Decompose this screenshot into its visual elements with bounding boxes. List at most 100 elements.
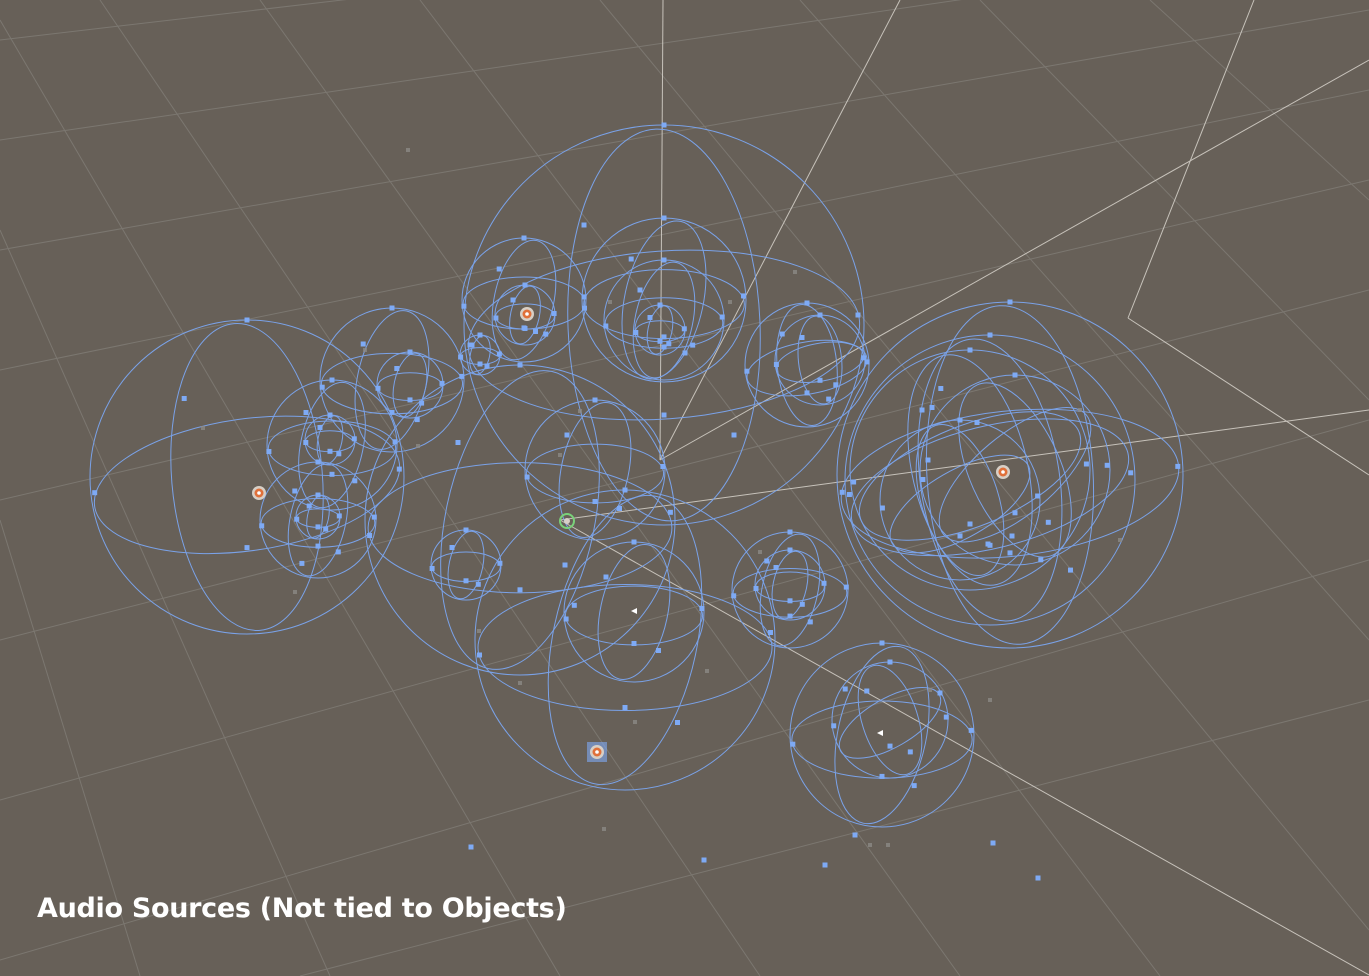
gizmo-handle[interactable]: [592, 397, 598, 403]
gizmo-handle[interactable]: [571, 602, 577, 608]
gizmo-handle[interactable]: [879, 640, 885, 646]
gizmo-handle[interactable]: [315, 524, 321, 530]
gizmo-handle[interactable]: [864, 359, 870, 365]
gizmo-handle[interactable]: [306, 503, 312, 509]
gizmo-handle[interactable]: [842, 686, 848, 692]
gizmo-handle[interactable]: [484, 363, 490, 369]
gizmo-handle[interactable]: [937, 690, 943, 696]
gizmo-handle[interactable]: [592, 499, 598, 504]
gizmo-handle[interactable]: [661, 122, 667, 128]
gizmo-handle[interactable]: [336, 513, 342, 519]
gizmo-handle[interactable]: [521, 235, 527, 241]
gizmo-handle[interactable]: [496, 266, 502, 272]
gizmo-handle[interactable]: [603, 323, 609, 329]
gizmo-handle[interactable]: [911, 783, 917, 789]
gizmo-handle[interactable]: [581, 222, 587, 228]
gizmo-handle[interactable]: [907, 749, 913, 755]
selected-audio-source-icon[interactable]: [559, 513, 575, 529]
gizmo-handle[interactable]: [773, 565, 779, 570]
audio-range-gizmos[interactable]: [85, 124, 1186, 832]
gizmo-handle[interactable]: [367, 533, 373, 538]
gizmo-handles[interactable]: [92, 122, 1181, 881]
gizmo-handle[interactable]: [581, 294, 587, 300]
gizmo-handle[interactable]: [657, 302, 663, 308]
gizmo-handle[interactable]: [463, 527, 469, 533]
gizmo-handle[interactable]: [459, 373, 465, 379]
gizmo-handle[interactable]: [533, 329, 538, 334]
gizmo-handle[interactable]: [967, 347, 973, 353]
gizmo-handle[interactable]: [929, 405, 935, 410]
gizmo-handle[interactable]: [1083, 461, 1089, 467]
gizmo-handle[interactable]: [675, 720, 680, 725]
gizmo-handle[interactable]: [375, 385, 381, 391]
gizmo-handle[interactable]: [719, 314, 725, 320]
gizmo-handle[interactable]: [303, 440, 309, 445]
gizmo-handle[interactable]: [666, 341, 672, 347]
gizmo-handle[interactable]: [799, 601, 805, 607]
gizmo-handle[interactable]: [1104, 462, 1110, 468]
gizmo-handle[interactable]: [1128, 470, 1134, 476]
gizmo-handle[interactable]: [458, 354, 464, 360]
gizmo-handle[interactable]: [603, 574, 609, 580]
gizmo-handle[interactable]: [667, 509, 673, 515]
gizmo-handle[interactable]: [744, 368, 750, 374]
gizmo-handle[interactable]: [967, 521, 973, 527]
gizmo-handle[interactable]: [919, 407, 925, 413]
gizmo-handle[interactable]: [319, 384, 325, 390]
gizmo-handle[interactable]: [804, 390, 810, 396]
gizmo-handle[interactable]: [622, 705, 628, 710]
gizmo-handle[interactable]: [259, 523, 265, 529]
gizmo-handle[interactable]: [741, 293, 746, 299]
gizmo-handle[interactable]: [1038, 557, 1044, 563]
gizmo-handle[interactable]: [329, 471, 335, 477]
gizmo-handle[interactable]: [617, 506, 622, 511]
gizmo-handle[interactable]: [851, 479, 857, 485]
gizmo-handle[interactable]: [414, 417, 420, 423]
gizmo-handle[interactable]: [419, 400, 425, 406]
gizmo-handle[interactable]: [181, 396, 187, 401]
gizmo-handle[interactable]: [394, 366, 400, 371]
gizmo-handle[interactable]: [879, 505, 885, 511]
gizmo-handle[interactable]: [244, 317, 250, 323]
gizmo-handle[interactable]: [551, 311, 557, 316]
gizmo-handle[interactable]: [787, 598, 793, 604]
gizmo-handle[interactable]: [864, 688, 870, 694]
gizmo-handle[interactable]: [821, 580, 827, 586]
gizmo-handle[interactable]: [303, 410, 309, 415]
gizmo-handle[interactable]: [637, 287, 643, 293]
gizmo-handle[interactable]: [690, 342, 696, 348]
gizmo-handle[interactable]: [407, 349, 413, 355]
gizmo-handle[interactable]: [846, 492, 852, 497]
gizmo-handle[interactable]: [855, 312, 861, 318]
gizmo-handle[interactable]: [1007, 299, 1013, 305]
audio-source-icon[interactable]: [252, 486, 266, 500]
gizmo-handle[interactable]: [468, 844, 474, 850]
gizmo-handle[interactable]: [1012, 510, 1018, 516]
gizmo-handle[interactable]: [266, 449, 272, 454]
gizmo-handle[interactable]: [244, 545, 250, 551]
gizmo-handle[interactable]: [661, 344, 667, 350]
gizmo-handle[interactable]: [925, 457, 931, 463]
gizmo-handle[interactable]: [327, 448, 333, 454]
gizmo-handle[interactable]: [887, 659, 893, 665]
gizmo-handle[interactable]: [463, 578, 469, 584]
gizmo-handle[interactable]: [455, 440, 461, 445]
gizmo-handle[interactable]: [1045, 519, 1051, 525]
gizmo-handle[interactable]: [469, 342, 475, 348]
gizmo-handle[interactable]: [833, 382, 839, 388]
gizmo-handle[interactable]: [497, 560, 503, 566]
gizmo-handle[interactable]: [753, 586, 759, 591]
gizmo-handle[interactable]: [852, 832, 858, 838]
gizmo-handle[interactable]: [822, 862, 828, 868]
gizmo-handle[interactable]: [371, 514, 377, 520]
gizmo-handle[interactable]: [699, 606, 705, 611]
gizmo-handle[interactable]: [329, 377, 335, 383]
gizmo-handle[interactable]: [826, 396, 832, 402]
gizmo-handle[interactable]: [315, 459, 321, 465]
gizmo-handle[interactable]: [661, 215, 667, 221]
gizmo-handle[interactable]: [938, 386, 944, 391]
gizmo-handle[interactable]: [396, 466, 402, 472]
gizmo-handle[interactable]: [807, 619, 813, 625]
gizmo-handle[interactable]: [661, 257, 667, 263]
